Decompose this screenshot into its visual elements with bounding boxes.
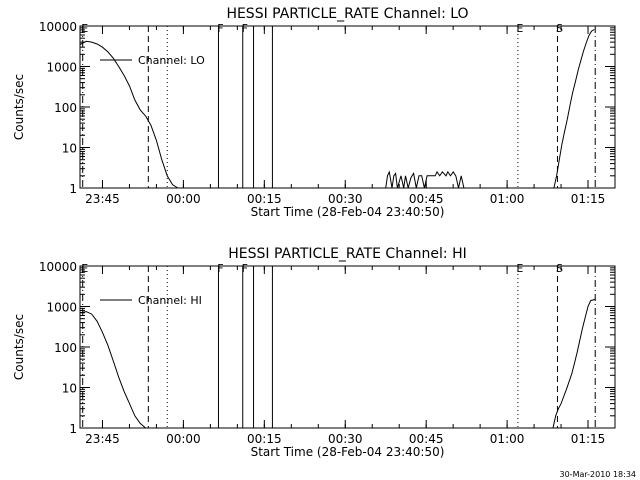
x-tick-label: 00:30: [328, 432, 363, 446]
event-marker-label: F: [242, 262, 248, 275]
data-series-line: [553, 29, 595, 189]
x-tick-label: 01:15: [571, 192, 606, 206]
x-tick-label: 23:45: [85, 432, 120, 446]
x-tick-label: 00:15: [247, 432, 282, 446]
y-tick-label: 100: [54, 341, 77, 355]
event-marker-label: E: [81, 22, 88, 35]
legend-label: Channel: LO: [138, 54, 205, 67]
y-axis-label: Counts/sec: [12, 74, 26, 140]
y-tick-label: 1: [69, 182, 77, 196]
y-tick-label: 10000: [39, 20, 77, 34]
chart-title: HESSI PARTICLE_RATE Channel: LO: [226, 6, 468, 22]
x-tick-label: 23:45: [85, 192, 120, 206]
y-tick-label: 1000: [46, 301, 77, 315]
plot-frame: [79, 25, 616, 189]
event-marker-label: E: [81, 262, 88, 275]
event-marker-label: F: [217, 262, 223, 275]
y-tick-label: 100: [54, 101, 77, 115]
x-tick-label: 00:45: [409, 192, 444, 206]
x-tick-label: 01:00: [490, 192, 525, 206]
timestamp-stamp: 30-Mar-2010 18:34: [560, 470, 637, 479]
x-tick-label: 01:00: [490, 432, 525, 446]
x-tick-label: 00:00: [166, 192, 201, 206]
x-tick-label: 00:30: [328, 192, 363, 206]
y-axis-label: Counts/sec: [12, 314, 26, 380]
event-marker-label: E: [516, 22, 523, 35]
x-axis-label: Start Time (28-Feb-04 23:40:50): [251, 445, 445, 459]
y-tick-label: 10: [62, 142, 77, 156]
data-series-line: [79, 311, 146, 429]
event-marker-label: E: [516, 262, 523, 275]
plot-frame: [79, 265, 616, 429]
x-tick-label: 01:15: [571, 432, 606, 446]
panel-lo: HESSI PARTICLE_RATE Channel: LO 1 10 100 100…: [12, 6, 616, 219]
y-tick-label: 10: [62, 382, 77, 396]
event-marker-label: S: [556, 22, 563, 35]
data-series-line: [79, 40, 179, 189]
x-axis-label: Start Time (28-Feb-04 23:40:50): [251, 205, 445, 219]
y-tick-label: 1000: [46, 61, 77, 75]
legend-label: Channel: HI: [138, 294, 202, 307]
data-series-line: [385, 170, 465, 189]
y-tick-label: 1: [69, 422, 77, 436]
event-marker-label: F: [242, 22, 248, 35]
event-marker-label: F: [217, 22, 223, 35]
data-series-line: [552, 298, 596, 429]
x-tick-label: 00:00: [166, 432, 201, 446]
panel-hi: HESSI PARTICLE_RATE Channel: HI 1 10 100 100…: [12, 246, 616, 459]
y-tick-label: 10000: [39, 260, 77, 274]
chart-title: HESSI PARTICLE_RATE Channel: HI: [228, 246, 466, 262]
x-tick-label: 00:15: [247, 192, 282, 206]
x-tick-label: 00:45: [409, 432, 444, 446]
event-marker-label: S: [556, 262, 563, 275]
